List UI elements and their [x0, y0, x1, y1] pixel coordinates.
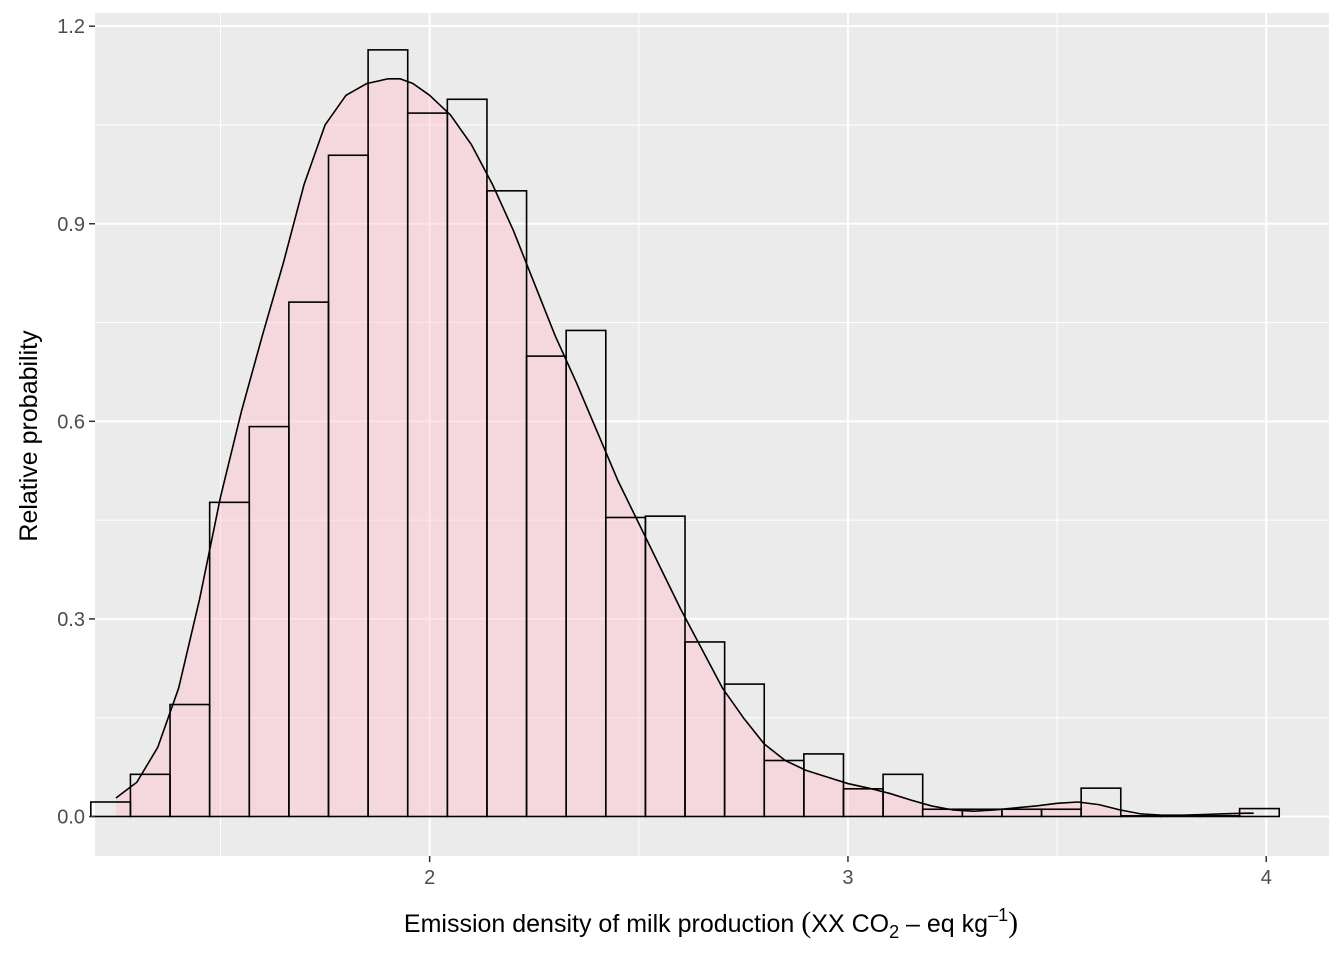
y-tick-label: 0.3: [57, 609, 85, 631]
density-curve: [115, 78, 1254, 816]
y-tick-label: 1.2: [57, 16, 85, 38]
y-tick-label: 0.6: [57, 411, 85, 433]
histogram-bar: [1119, 815, 1162, 818]
x-axis: 2 3 4: [424, 856, 1272, 889]
minor-grid: [95, 13, 1329, 856]
density-area: [115, 78, 1254, 817]
density-line-path: [115, 78, 1254, 816]
x-tick-label: 4: [1261, 867, 1272, 889]
density-area-fill: [115, 78, 1254, 817]
histogram-bars: [90, 49, 1281, 818]
x-axis-title-unit-mid: – eq kg: [899, 910, 988, 938]
x-axis-title-prefix: Emission density of milk production: [404, 910, 794, 938]
histogram-bar: [723, 683, 766, 818]
plot-panel: [95, 13, 1329, 856]
x-axis-title-unit: XX CO: [811, 910, 889, 938]
x-axis-title: Emission density of milk production (XX …: [404, 905, 1018, 942]
y-tick-label: 0.9: [57, 214, 85, 236]
histogram-bar: [1238, 807, 1281, 818]
x-tick-label: 3: [842, 867, 853, 889]
x-axis-title-subscript: 2: [889, 922, 899, 942]
histogram-bar: [803, 753, 845, 818]
histogram-bar: [882, 773, 924, 818]
y-tick-label: 0.0: [57, 806, 85, 828]
y-axis: 0.0 0.3 0.6 0.9 1.2: [57, 16, 95, 828]
x-axis-title-superscript: –1: [988, 905, 1008, 925]
x-tick-label: 2: [424, 867, 435, 889]
histogram-bar: [1199, 815, 1241, 818]
y-axis-title: Relative probability: [15, 330, 43, 542]
